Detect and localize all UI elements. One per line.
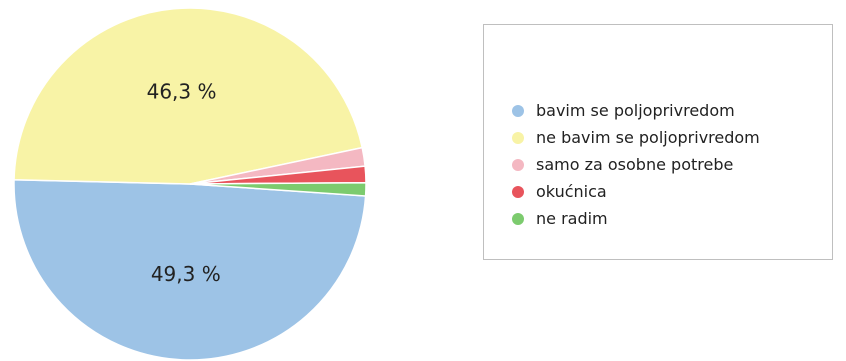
legend-list: bavim se poljoprivredom ne bavim se poljo… (512, 97, 760, 232)
legend-item-2: ne bavim se poljoprivredom (512, 124, 760, 151)
legend-item-4: okućnica (512, 178, 760, 205)
pie-slice-5 (189, 181, 367, 197)
legend-item-1: bavim se poljoprivredom (512, 97, 760, 124)
legend-label-4: okućnica (536, 182, 607, 201)
data-label-1: 49,3 % (151, 262, 221, 286)
legend-label-3: samo za osobne potrebe (536, 155, 734, 174)
legend-label-1: bavim se poljoprivredom (536, 101, 735, 120)
legend-swatch-5 (512, 212, 524, 225)
legend-swatch-4 (512, 185, 524, 198)
legend-label-5: ne radim (536, 209, 608, 228)
legend-swatch-1 (512, 104, 524, 117)
pie-slice-1 (13, 178, 367, 361)
data-label-2: 46,3 % (147, 79, 217, 103)
legend-swatch-3 (512, 158, 524, 171)
legend: bavim se poljoprivredom ne bavim se poljo… (483, 24, 833, 260)
pie-slice-2 (13, 7, 364, 185)
legend-item-5: ne radim (512, 205, 760, 232)
legend-item-3: samo za osobne potrebe (512, 151, 760, 178)
legend-swatch-2 (512, 131, 524, 144)
legend-label-2: ne bavim se poljoprivredom (536, 128, 760, 147)
pie-slices (13, 7, 367, 361)
pie-data-labels: 49,3 % 46,3 % (147, 79, 221, 286)
